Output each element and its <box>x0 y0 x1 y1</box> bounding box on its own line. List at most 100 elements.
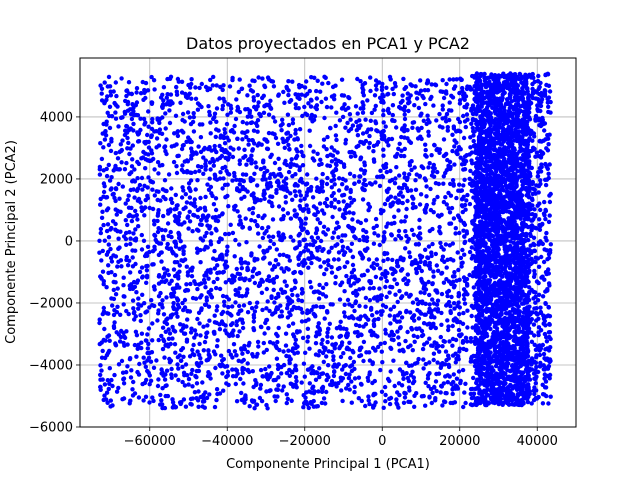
data-point <box>540 401 546 406</box>
data-point <box>449 205 455 211</box>
data-point <box>410 380 416 386</box>
data-point <box>366 257 372 262</box>
data-point <box>543 72 548 78</box>
data-point <box>115 286 120 291</box>
data-point <box>276 375 281 380</box>
data-point <box>305 339 310 344</box>
data-point <box>129 170 134 175</box>
data-point <box>343 141 348 146</box>
data-point <box>143 166 148 171</box>
data-point <box>106 235 112 240</box>
data-point <box>172 260 178 265</box>
data-point <box>178 100 183 106</box>
data-point <box>388 345 393 350</box>
data-point <box>381 153 386 158</box>
data-point <box>426 129 431 134</box>
data-point <box>223 280 228 285</box>
data-point <box>544 339 550 344</box>
data-point <box>180 163 185 168</box>
data-point <box>254 304 259 310</box>
data-point <box>237 242 242 247</box>
data-point <box>273 135 279 141</box>
data-point <box>115 304 120 309</box>
data-point <box>376 233 381 238</box>
data-point <box>266 112 272 117</box>
data-point <box>106 74 112 80</box>
data-point <box>425 376 431 381</box>
data-point <box>189 170 194 175</box>
data-point <box>548 394 553 399</box>
data-point <box>427 336 432 341</box>
data-point <box>226 348 232 354</box>
data-point <box>357 303 362 309</box>
data-point <box>313 377 319 382</box>
data-point <box>386 91 391 97</box>
data-point <box>407 250 412 255</box>
data-point <box>295 350 300 355</box>
data-point <box>279 237 285 243</box>
data-point <box>348 283 353 288</box>
data-point <box>439 244 444 250</box>
data-point <box>347 112 353 117</box>
data-point <box>242 347 247 352</box>
data-point <box>265 248 270 253</box>
data-point <box>542 121 548 126</box>
data-point <box>398 325 403 330</box>
data-point <box>533 310 539 316</box>
data-point <box>173 192 178 198</box>
data-point <box>348 195 353 201</box>
data-point <box>122 167 128 172</box>
data-point <box>432 384 437 390</box>
data-point <box>461 310 466 316</box>
data-point <box>125 135 130 141</box>
data-point <box>214 344 220 349</box>
data-point <box>407 254 413 260</box>
data-point <box>252 280 258 286</box>
data-point <box>237 158 242 163</box>
data-point <box>309 184 314 190</box>
data-point <box>461 346 466 352</box>
data-point <box>330 214 335 220</box>
data-point <box>279 266 284 271</box>
data-point <box>97 341 103 347</box>
data-point <box>131 279 137 285</box>
data-point <box>423 178 428 183</box>
data-point <box>470 73 475 79</box>
data-point <box>100 269 106 274</box>
data-point <box>409 159 414 164</box>
data-point <box>268 98 273 104</box>
data-point <box>169 372 174 377</box>
data-point <box>421 393 426 399</box>
data-point <box>101 305 107 311</box>
data-point <box>406 378 412 384</box>
data-point <box>200 380 205 385</box>
data-point <box>199 360 204 365</box>
data-point <box>443 390 448 396</box>
data-point <box>291 304 297 310</box>
data-point <box>98 196 103 202</box>
data-point <box>117 339 123 344</box>
data-point <box>118 312 123 317</box>
data-point <box>330 235 335 240</box>
data-point <box>444 303 449 308</box>
data-point <box>440 103 445 108</box>
data-point <box>409 167 414 173</box>
data-point <box>392 214 397 219</box>
data-point <box>357 347 362 353</box>
data-point <box>301 263 306 268</box>
data-point <box>121 377 126 382</box>
data-point <box>441 181 446 186</box>
data-point <box>445 125 450 130</box>
data-point <box>301 405 306 410</box>
data-point <box>241 303 247 308</box>
data-point <box>445 128 450 133</box>
data-point <box>373 83 379 88</box>
data-point <box>126 140 131 146</box>
data-point <box>271 341 276 346</box>
data-point <box>110 383 115 389</box>
data-point <box>538 169 544 174</box>
data-point <box>269 152 274 157</box>
data-point <box>542 128 547 133</box>
data-point <box>322 200 328 206</box>
